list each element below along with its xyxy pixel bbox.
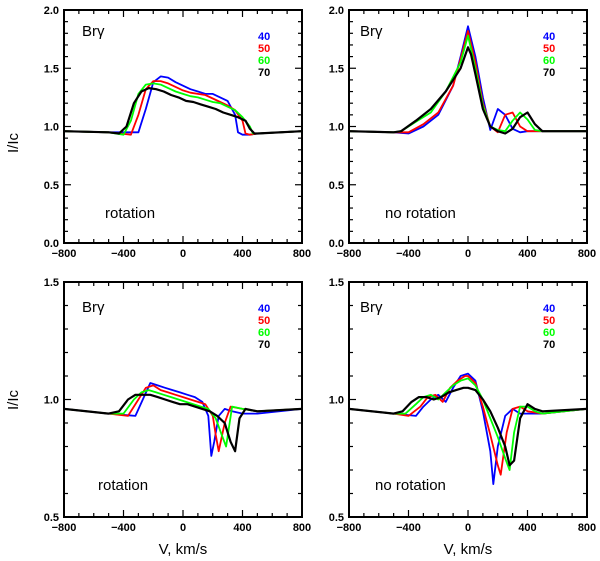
y-tick-label: 1.0 bbox=[329, 122, 344, 134]
legend-entry: 50 bbox=[258, 43, 270, 55]
y-tick-label: 1.5 bbox=[44, 277, 59, 289]
x-tick-label: −800 bbox=[337, 522, 362, 534]
y-tick-label: 0.0 bbox=[44, 238, 59, 250]
x-tick-label: 800 bbox=[578, 248, 596, 260]
x-axis-title: V, km/s bbox=[159, 541, 208, 558]
legend-entry: 70 bbox=[543, 67, 555, 79]
x-tick-label: −800 bbox=[52, 248, 77, 260]
x-tick-label: 0 bbox=[465, 248, 471, 260]
legend-entry: 70 bbox=[258, 339, 270, 351]
panel-top-left: I/Ic Brγ rotation 40 50 60 70 −800 −400 0 4… bbox=[5, 5, 311, 260]
x-axis-title: V, km/s bbox=[444, 541, 493, 558]
series-line-70 bbox=[63, 393, 303, 453]
y-tick-label: 1.0 bbox=[44, 122, 59, 134]
line-label: Brγ bbox=[360, 299, 383, 316]
y-tick-label: 0.5 bbox=[329, 512, 344, 524]
x-tick-label: 800 bbox=[293, 248, 311, 260]
legend-entry: 60 bbox=[543, 327, 555, 339]
y-tick-label: 2.0 bbox=[44, 5, 59, 17]
x-tick-label: −800 bbox=[52, 522, 77, 534]
legend-entry: 60 bbox=[543, 55, 555, 67]
series-line-40 bbox=[348, 372, 588, 486]
legend-entry: 70 bbox=[543, 339, 555, 351]
x-tick-label: −400 bbox=[111, 522, 136, 534]
y-tick-label: 1.5 bbox=[329, 277, 344, 289]
series-line-70 bbox=[348, 46, 587, 135]
legend: 40 50 60 70 bbox=[543, 303, 555, 351]
x-tick-label: 400 bbox=[518, 248, 536, 260]
x-tick-label: 400 bbox=[233, 248, 251, 260]
x-tick-label: −400 bbox=[111, 248, 136, 260]
x-tick-label: 800 bbox=[578, 522, 596, 534]
legend-entry: 40 bbox=[543, 303, 555, 315]
x-tick-label: −800 bbox=[337, 248, 362, 260]
legend-entry: 60 bbox=[258, 327, 270, 339]
legend: 40 50 60 70 bbox=[543, 31, 555, 79]
legend-entry: 40 bbox=[543, 31, 555, 43]
legend: 40 50 60 70 bbox=[258, 303, 270, 351]
y-tick-label: 0.5 bbox=[44, 180, 59, 192]
y-tick-label: 0.5 bbox=[329, 180, 344, 192]
x-tick-label: 800 bbox=[293, 522, 311, 534]
legend-entry: 50 bbox=[258, 315, 270, 327]
panel-bottom-right: V, km/s Brγ no rotation 40 50 60 70 −800… bbox=[329, 277, 596, 558]
line-label: Brγ bbox=[82, 23, 105, 40]
y-tick-label: 0.0 bbox=[329, 238, 344, 250]
y-axis-title: I/Ic bbox=[5, 133, 22, 154]
legend-entry: 50 bbox=[543, 43, 555, 55]
x-tick-label: 0 bbox=[465, 522, 471, 534]
series-line-50 bbox=[63, 384, 303, 453]
legend-entry: 70 bbox=[258, 67, 270, 79]
series-line-40 bbox=[348, 25, 587, 135]
series-line-50 bbox=[63, 80, 303, 136]
line-label: Brγ bbox=[360, 23, 383, 40]
panel-note: rotation bbox=[105, 205, 155, 222]
panel-bottom-left: I/Ic V, km/s Brγ rotation 40 50 60 70 −8… bbox=[5, 277, 311, 558]
x-tick-label: −400 bbox=[396, 248, 421, 260]
legend-entry: 60 bbox=[258, 55, 270, 67]
y-tick-label: 1.0 bbox=[329, 395, 344, 407]
series-line-60 bbox=[63, 389, 303, 448]
series-line-60 bbox=[348, 377, 588, 471]
y-tick-label: 1.5 bbox=[329, 63, 344, 75]
series-line-40 bbox=[63, 75, 303, 136]
x-tick-label: 0 bbox=[180, 522, 186, 534]
panel-top-right: Brγ no rotation 40 50 60 70 −800 −400 0 400… bbox=[329, 5, 596, 260]
line-label: Brγ bbox=[82, 299, 105, 316]
panel-note: no rotation bbox=[385, 205, 456, 222]
x-tick-label: −400 bbox=[396, 522, 421, 534]
panel-note: no rotation bbox=[375, 477, 446, 494]
y-tick-label: 0.5 bbox=[44, 512, 59, 524]
y-tick-label: 1.5 bbox=[44, 63, 59, 75]
legend-entry: 40 bbox=[258, 31, 270, 43]
series-line-70 bbox=[63, 86, 303, 135]
legend-entry: 40 bbox=[258, 303, 270, 315]
series-line-70 bbox=[348, 386, 588, 467]
x-tick-label: 400 bbox=[518, 522, 536, 534]
x-tick-label: 400 bbox=[233, 522, 251, 534]
series-line-50 bbox=[348, 375, 588, 476]
x-tick-label: 0 bbox=[180, 248, 186, 260]
legend-entry: 50 bbox=[543, 315, 555, 327]
legend: 40 50 60 70 bbox=[258, 31, 270, 79]
series-line-40 bbox=[63, 382, 303, 457]
y-tick-label: 2.0 bbox=[329, 5, 344, 17]
y-axis-title: I/Ic bbox=[5, 390, 22, 411]
y-tick-label: 1.0 bbox=[44, 395, 59, 407]
panel-note: rotation bbox=[98, 477, 148, 494]
